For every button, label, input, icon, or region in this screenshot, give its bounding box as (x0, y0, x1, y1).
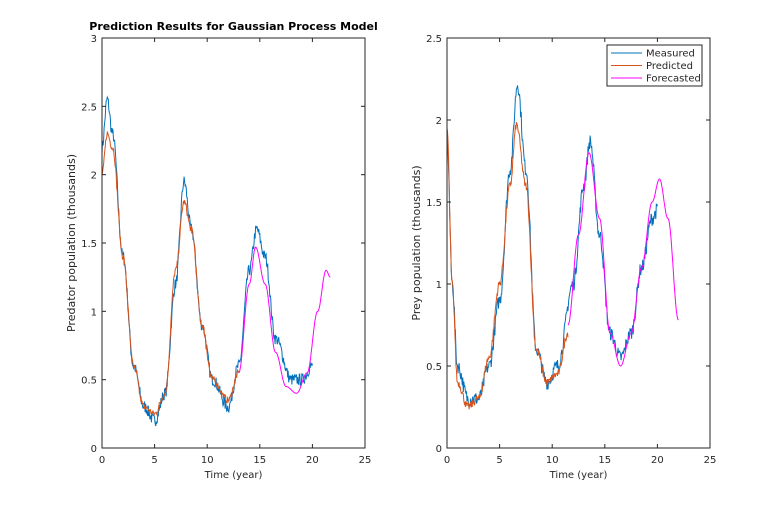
x-tick-label: 10 (201, 455, 214, 466)
axes-box (446, 37, 711, 449)
y-tick-label: 0.5 (81, 376, 97, 387)
x-tick-label: 15 (598, 455, 611, 466)
y-tick-label: 1 (91, 307, 97, 318)
axes-2: 0 5 10 15 20 25 0 0.5 1 1.5 2 2.5 Time (year) Prey po… (410, 34, 716, 481)
y-tick-label: 1 (436, 280, 442, 291)
x-tick-label: 0 (444, 455, 450, 466)
legend-label-forecasted: Forecasted (646, 74, 701, 85)
y-tick-label: 3 (91, 34, 97, 45)
x-tick-label: 15 (253, 455, 266, 466)
x-axis-label: Time (year) (549, 470, 608, 481)
x-tick-label: 10 (546, 455, 559, 466)
x-tick-label: 20 (651, 455, 664, 466)
y-axis-label: Predator population (thousands) (65, 154, 78, 332)
y-tick-label: 2.5 (81, 102, 97, 113)
chart-title: Prediction Results for Gaussian Process … (89, 20, 377, 33)
y-tick-label: 2 (91, 171, 97, 182)
series-forecasted-line (567, 152, 679, 367)
series-predicted-line (101, 130, 240, 417)
x-tick-label: 0 (99, 455, 105, 466)
axes-1: 0 5 10 15 20 25 0 0.5 1 1.5 2 2.5 3 Time (year) Predat… (65, 20, 378, 481)
y-tick-label: 1.5 (426, 198, 442, 209)
x-tick-label: 5 (496, 455, 502, 466)
y-tick-label: 0 (436, 444, 442, 455)
legend-label-measured: Measured (646, 49, 695, 60)
y-tick-label: 2.5 (426, 34, 442, 45)
series-measured-line (446, 85, 658, 407)
y-tick-label: 0 (91, 444, 97, 455)
x-tick-label: 20 (306, 455, 319, 466)
y-tick-label: 1.5 (81, 239, 97, 250)
series-measured-line (101, 95, 313, 427)
x-axis-label: Time (year) (204, 470, 263, 481)
y-tick-label: 0.5 (426, 362, 442, 373)
series-forecasted-line (238, 246, 331, 394)
series-predicted-line (446, 121, 569, 410)
y-tick-label: 2 (436, 116, 442, 127)
legend-label-predicted: Predicted (646, 61, 693, 72)
x-tick-label: 25 (359, 455, 372, 466)
x-tick-label: 25 (704, 455, 717, 466)
y-axis-label: Prey population (thousands) (410, 165, 423, 320)
x-tick-label: 5 (151, 455, 157, 466)
